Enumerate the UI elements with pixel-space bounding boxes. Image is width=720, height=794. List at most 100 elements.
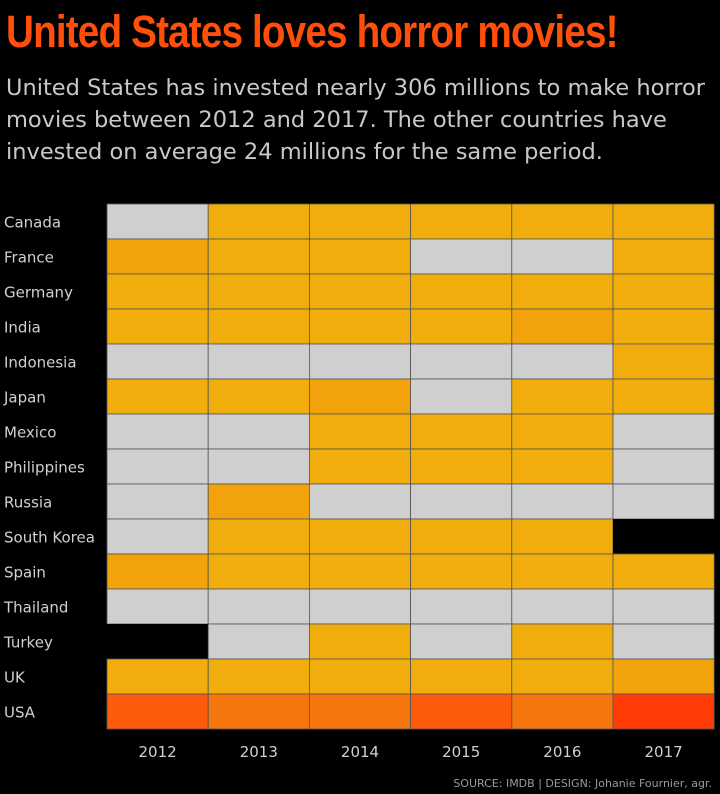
heatmap-cell-japan-2017 [612,378,715,415]
heatmap-cell-uk-2013 [207,658,310,695]
row-label-uk: UK [4,669,26,687]
heatmap-cell-canada-2016 [511,203,614,240]
row-label-japan: Japan [3,389,46,407]
heatmap-cell-russia-2012 [106,483,209,520]
heatmap-cell-turkey-2013 [207,623,310,660]
heatmap-cell-france-2012 [106,238,209,275]
heatmap-cell-turkey-2016 [511,623,614,660]
heatmap-cell-turkey-2012 [107,624,209,659]
heatmap-cell-philippines-2017 [612,448,715,485]
row-label-turkey: Turkey [3,634,53,652]
heatmap-cell-south-korea-2017 [613,519,715,554]
heatmap-cell-spain-2015 [410,553,513,590]
row-label-canada: Canada [4,214,61,232]
heatmap-cell-usa-2017 [612,693,715,730]
row-label-spain: Spain [4,564,46,582]
column-label-2014: 2014 [341,743,379,761]
heatmap-cell-russia-2016 [511,483,614,520]
heatmap-cell-uk-2014 [308,658,411,695]
heatmap-cell-india-2015 [410,308,513,345]
heatmap-cell-india-2016 [511,308,614,345]
heatmap-cell-philippines-2014 [308,448,411,485]
heatmap-cell-germany-2016 [511,273,614,310]
heatmap-cell-south-korea-2015 [410,518,513,555]
heatmap-cell-mexico-2016 [511,413,614,450]
heatmap-cell-japan-2012 [106,378,209,415]
heatmap-cell-germany-2015 [410,273,513,310]
heatmap-cell-turkey-2014 [308,623,411,660]
heatmap-cell-japan-2013 [207,378,310,415]
heatmap-cell-germany-2017 [612,273,715,310]
heatmap-cell-canada-2017 [612,203,715,240]
heatmap-cell-thailand-2016 [511,588,614,625]
heatmap-cell-japan-2014 [308,378,411,415]
heatmap-cell-france-2017 [612,238,715,275]
heatmap-cell-spain-2012 [106,553,209,590]
heatmap-cell-germany-2013 [207,273,310,310]
heatmap-cell-france-2014 [308,238,411,275]
row-label-indonesia: Indonesia [4,354,77,372]
heatmap-cell-south-korea-2014 [308,518,411,555]
heatmap-cell-usa-2013 [207,693,310,730]
heatmap-cell-mexico-2015 [410,413,513,450]
heatmap-cell-indonesia-2016 [511,343,614,380]
heatmap-cell-thailand-2014 [308,588,411,625]
heatmap-cell-philippines-2013 [207,448,310,485]
heatmap-cell-south-korea-2016 [511,518,614,555]
heatmap-cell-uk-2017 [612,658,715,695]
heatmap-cell-uk-2015 [410,658,513,695]
heatmap-cell-usa-2015 [410,693,513,730]
heatmap-cell-turkey-2017 [612,623,715,660]
heatmap-cell-turkey-2015 [410,623,513,660]
heatmap-cell-uk-2016 [511,658,614,695]
heatmap-cell-japan-2015 [410,378,513,415]
row-label-philippines: Philippines [4,459,85,477]
heatmap-cell-thailand-2013 [207,588,310,625]
column-label-2015: 2015 [442,743,480,761]
chart-title: United States loves horror movies! [6,6,618,57]
heatmap-cell-mexico-2017 [612,413,715,450]
heatmap-cell-russia-2013 [207,483,310,520]
heatmap-cell-canada-2012 [106,203,209,240]
heatmap-cell-germany-2012 [106,273,209,310]
heatmap-cell-india-2017 [612,308,715,345]
heatmap-cell-usa-2016 [511,693,614,730]
column-label-2016: 2016 [543,743,581,761]
heatmap-cell-thailand-2012 [106,588,209,625]
heatmap-cell-indonesia-2017 [612,343,715,380]
row-label-mexico: Mexico [4,424,56,442]
heatmap-cell-russia-2017 [612,483,715,520]
heatmap-cell-spain-2013 [207,553,310,590]
heatmap-cell-india-2012 [106,308,209,345]
row-label-south-korea: South Korea [4,529,95,547]
heatmap-cell-india-2014 [308,308,411,345]
heatmap-cell-uk-2012 [106,658,209,695]
heatmap-cell-philippines-2015 [410,448,513,485]
chart-subtitle: United States has invested nearly 306 mi… [6,75,706,165]
heatmap-cell-south-korea-2012 [106,518,209,555]
heatmap-cell-usa-2014 [308,693,411,730]
heatmap-cell-thailand-2017 [612,588,715,625]
heatmap-cell-spain-2016 [511,553,614,590]
source-credit: SOURCE: IMDB | DESIGN: Johanie Fournier,… [453,777,712,790]
heatmap-cell-thailand-2015 [410,588,513,625]
heatmap-cell-indonesia-2014 [308,343,411,380]
heatmap-cell-russia-2015 [410,483,513,520]
column-label-2013: 2013 [240,743,278,761]
heatmap-cell-indonesia-2015 [410,343,513,380]
heatmap-cell-philippines-2012 [106,448,209,485]
heatmap-cell-france-2013 [207,238,310,275]
row-label-thailand: Thailand [3,599,68,617]
heatmap-cell-canada-2014 [308,203,411,240]
heatmap-chart: Canada France Germany India Indonesia Japan Me… [3,203,715,761]
heatmap-cell-usa-2012 [106,693,209,730]
row-label-russia: Russia [4,494,52,512]
heatmap-cell-russia-2014 [308,483,411,520]
heatmap-cell-philippines-2016 [511,448,614,485]
column-label-2017: 2017 [645,743,683,761]
row-label-france: France [4,249,54,267]
heatmap-cell-india-2013 [207,308,310,345]
heatmap-cell-germany-2014 [308,273,411,310]
heatmap-cell-indonesia-2013 [207,343,310,380]
heatmap-cell-france-2015 [410,238,513,275]
